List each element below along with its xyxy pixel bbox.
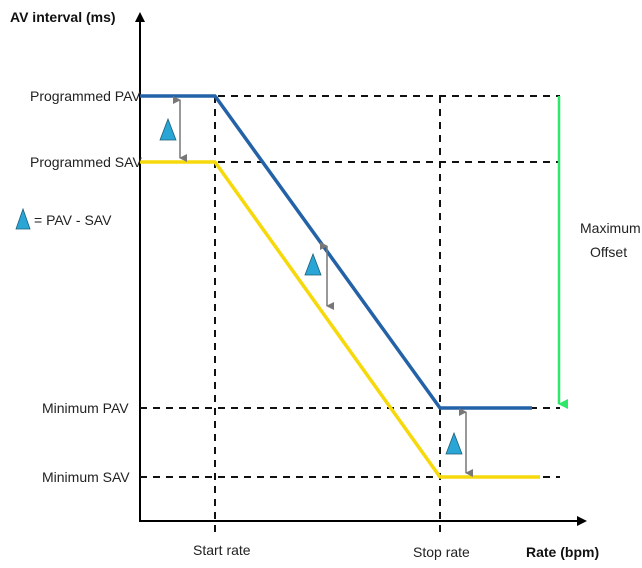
label-start-rate: Start rate	[193, 542, 251, 558]
x-axis-title: Rate (bpm)	[526, 544, 599, 560]
y-axis-title: AV interval (ms)	[10, 9, 116, 25]
max-offset-label-line1: Maximum	[580, 220, 641, 236]
label-programmed-sav: Programmed SAV	[30, 154, 142, 170]
label-minimum-sav: Minimum SAV	[42, 469, 130, 485]
legend-delta-definition: = PAV - SAV	[34, 212, 112, 228]
label-stop-rate: Stop rate	[413, 544, 470, 560]
triangle-icon	[445, 431, 463, 455]
triangle-icon	[304, 252, 322, 276]
label-programmed-pav: Programmed PAV	[30, 88, 141, 104]
pav-curve	[140, 94, 532, 410]
sav-curve	[140, 160, 540, 479]
triangle-icon	[15, 207, 31, 230]
max-offset-label-line2: Offset	[590, 244, 627, 260]
triangle-icon	[159, 117, 177, 141]
label-minimum-pav: Minimum PAV	[42, 400, 129, 416]
